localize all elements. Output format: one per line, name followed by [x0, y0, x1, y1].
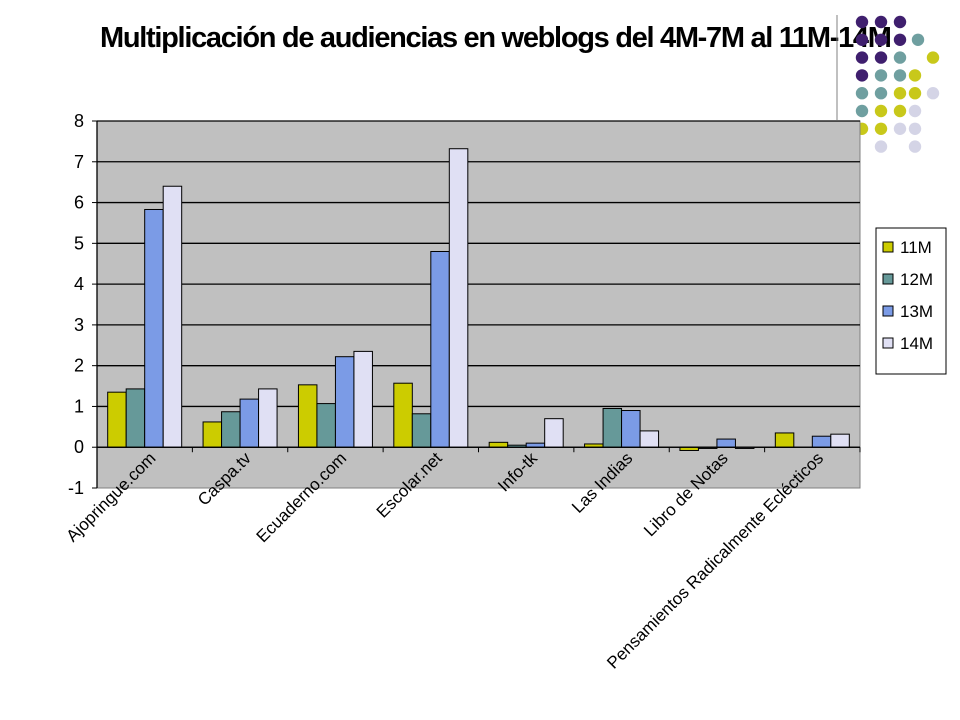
- legend-swatch-14m: [882, 337, 894, 349]
- decorative-dot: [893, 87, 907, 100]
- bar-14m-1: [258, 388, 278, 448]
- bar-11m-2: [297, 384, 318, 448]
- decorative-dot: [893, 69, 907, 82]
- decorative-dot: [855, 69, 869, 82]
- bar-13m-2: [334, 356, 355, 448]
- bar-11m-0: [107, 391, 127, 448]
- decorative-dot: [874, 15, 888, 29]
- legend-label-14m: 14M: [900, 334, 933, 353]
- decorative-dot: [874, 87, 888, 100]
- legend-label-12m: 12M: [900, 270, 933, 289]
- y-tick-label: 1: [74, 396, 84, 416]
- bar-13m-5: [621, 410, 641, 448]
- bar-14m-2: [353, 350, 373, 448]
- bar-14m-7: [830, 433, 850, 448]
- bar-13m-7: [811, 435, 832, 448]
- decorative-dot: [908, 87, 922, 100]
- decorative-dot: [926, 87, 940, 100]
- decorative-dot: [874, 104, 888, 118]
- legend-label-13m: 13M: [900, 302, 933, 321]
- decorative-dot: [855, 33, 869, 46]
- bar-12m-2: [316, 403, 336, 448]
- y-tick-label: 0: [74, 437, 84, 457]
- bar-13m-1: [239, 398, 260, 448]
- decorative-dot: [855, 51, 869, 64]
- y-tick-labels: -1 0 1 2 3 4 5 6 7 8: [68, 111, 84, 498]
- bar-14m-5: [639, 430, 660, 448]
- bar-13m-6: [716, 438, 736, 448]
- y-tick-label: 2: [74, 356, 84, 376]
- legend-swatch-11m: [882, 241, 894, 253]
- decorative-dot: [855, 87, 869, 100]
- decorative-dot: [893, 15, 907, 29]
- decorative-dot: [874, 33, 888, 46]
- axes: [92, 120, 861, 489]
- bar-14m-0: [162, 185, 183, 448]
- bar-14m-4: [544, 418, 564, 448]
- decorative-dot: [908, 104, 922, 118]
- decorative-dot: [855, 15, 869, 29]
- bar-12m-3: [411, 413, 432, 448]
- bar-13m-0: [144, 208, 164, 448]
- decorative-dot: [893, 51, 907, 64]
- legend-swatch-12m: [882, 273, 894, 285]
- bar-11m-3: [393, 382, 413, 448]
- decorative-dot: [926, 51, 940, 64]
- legend-label-11m: 11M: [900, 238, 932, 257]
- legend: 11M 12M 13M 14M: [875, 227, 947, 375]
- bar-12m-1: [221, 411, 241, 448]
- decorative-dot: [874, 122, 888, 135]
- legend-swatch-13m: [882, 305, 894, 317]
- decorative-dot: [855, 104, 869, 118]
- decorative-dot: [893, 122, 907, 135]
- bar-12m-0: [125, 388, 146, 448]
- decorative-dot: [908, 140, 922, 153]
- bar-14m-3: [448, 148, 469, 448]
- chart-title: Multiplicación de audiencias en weblogs …: [100, 22, 892, 54]
- decorative-dot: [911, 33, 925, 46]
- bar-11m-7: [774, 432, 795, 448]
- decorative-dots: [855, 15, 940, 153]
- bar-11m-1: [202, 421, 223, 448]
- gridlines: [97, 120, 860, 448]
- y-tick-label: -1: [68, 478, 84, 498]
- decorative-dot: [893, 104, 907, 118]
- decorative-dot: [874, 140, 888, 153]
- decorative-dot: [874, 69, 888, 82]
- y-tick-label: 5: [74, 233, 84, 253]
- y-tick-label: 8: [74, 111, 84, 131]
- y-tick-label: 3: [74, 315, 84, 335]
- bar-12m-5: [602, 407, 623, 448]
- bar-13m-3: [430, 250, 450, 448]
- bar-11m-4: [488, 441, 509, 448]
- y-tick-label: 7: [74, 152, 84, 172]
- decorative-dot: [908, 122, 922, 135]
- decorative-dot: [908, 69, 922, 82]
- y-tick-label: 4: [74, 274, 84, 294]
- decorative-dot: [874, 51, 888, 64]
- decorative-dot: [893, 33, 907, 46]
- y-tick-label: 6: [74, 193, 84, 213]
- bars: [107, 148, 850, 451]
